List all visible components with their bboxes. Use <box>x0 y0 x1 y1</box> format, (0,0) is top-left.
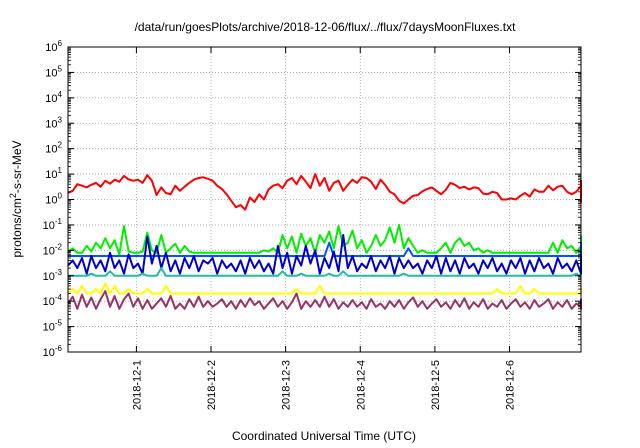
y-tick-label-base: 10 <box>45 169 57 181</box>
y-tick-label: 10-5 <box>43 319 63 334</box>
y-tick-label-exponent: -1 <box>55 217 63 226</box>
series-line-4 <box>67 234 582 275</box>
y-axis-label-rest: -s-sr-MeV <box>10 140 24 193</box>
y-tick-label: 10-3 <box>43 268 63 283</box>
y-tick-label: 10-4 <box>43 293 63 308</box>
y-tick-label-base: 10 <box>43 347 55 359</box>
series-line-1 <box>67 173 582 211</box>
y-tick-label-base: 10 <box>43 322 55 334</box>
x-tick-label: 2018-12-1 <box>131 360 143 410</box>
y-tick-label-base: 10 <box>43 296 55 308</box>
x-tick-label: 2018-12-5 <box>430 360 442 410</box>
y-tick-label-base: 10 <box>43 245 55 257</box>
y-tick-label: 106 <box>45 39 62 54</box>
y-tick-label-exponent: -4 <box>55 293 63 302</box>
y-tick-label: 10-1 <box>43 217 63 232</box>
y-tick-label-base: 10 <box>45 67 57 79</box>
series-line-5 <box>68 267 582 277</box>
y-tick-label: 103 <box>45 115 62 130</box>
series-lines <box>67 173 582 310</box>
y-axis: 10-610-510-410-310-210-11001011021031041… <box>43 39 581 359</box>
y-axis-label: protons/cm2-s-sr-MeV <box>8 140 24 257</box>
y-tick-label-exponent: 3 <box>58 115 63 124</box>
y-tick-label-exponent: 5 <box>58 64 63 73</box>
y-tick-label: 104 <box>45 90 62 105</box>
series-line-6 <box>67 282 582 295</box>
y-tick-label-base: 10 <box>45 144 57 156</box>
x-tick-label: 2018-12-3 <box>281 360 293 410</box>
y-tick-label-base: 10 <box>45 42 57 54</box>
y-tick-label-exponent: -6 <box>55 344 63 353</box>
x-axis-label: Coordinated Universal Time (UTC) <box>232 429 416 443</box>
y-tick-label-exponent: 4 <box>58 90 63 99</box>
series-line-3 <box>68 241 582 257</box>
y-tick-label: 101 <box>45 166 62 181</box>
y-tick-label-base: 10 <box>43 271 55 283</box>
x-tick-label: 2018-12-2 <box>206 360 218 410</box>
y-tick-label-base: 10 <box>45 195 57 207</box>
y-tick-label-base: 10 <box>45 118 57 130</box>
y-tick-label-exponent: 1 <box>58 166 63 175</box>
chart-title: /data/run/goesPlots/archive/2018-12-06/f… <box>135 20 517 34</box>
y-tick-label-exponent: -3 <box>55 268 63 277</box>
x-axis: 2018-12-1 2018-12-2 2018-12-3 2018-12-4 2018… <box>131 47 516 410</box>
y-tick-label-base: 10 <box>43 220 55 232</box>
y-tick-label-exponent: -2 <box>55 242 63 251</box>
y-tick-label: 10-2 <box>43 242 63 257</box>
y-tick-label: 105 <box>45 64 62 79</box>
y-tick-label: 100 <box>45 192 62 207</box>
y-tick-label-base: 10 <box>45 93 57 105</box>
y-tick-label: 102 <box>45 141 62 156</box>
y-tick-label: 10-6 <box>43 344 63 359</box>
y-tick-label-exponent: 2 <box>58 141 63 150</box>
y-tick-label-exponent: 0 <box>58 192 63 201</box>
x-tick-label: 2018-12-6 <box>504 360 516 410</box>
y-axis-label-base: protons/cm <box>10 198 24 257</box>
y-tick-label-exponent: 6 <box>58 39 63 48</box>
y-axis-label-sup: 2 <box>8 193 18 198</box>
series-line-7 <box>67 290 582 310</box>
x-tick-label: 2018-12-4 <box>355 360 367 410</box>
y-tick-label-exponent: -5 <box>55 319 63 328</box>
